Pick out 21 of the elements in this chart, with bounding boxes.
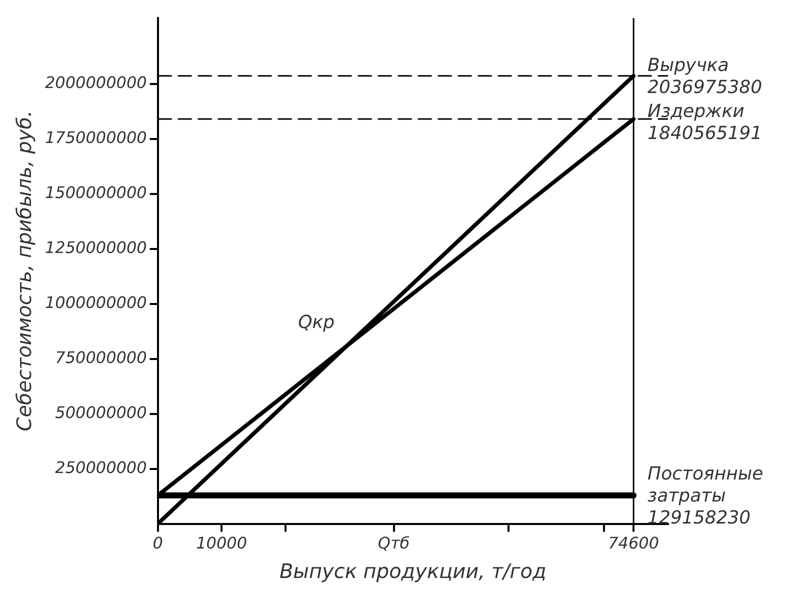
y-tick-label: 1000000000 xyxy=(45,293,147,312)
x-axis-title: Выпуск продукции, т/год xyxy=(279,559,546,584)
x-tick-label: 10000 xyxy=(196,534,248,553)
y-tick-label: 1750000000 xyxy=(45,128,147,148)
y-axis-title: Себестоимость, прибыль, руб. xyxy=(12,110,36,432)
series-label: Постоянные затраты xyxy=(648,463,764,506)
x-tick-label: Qтб xyxy=(378,534,410,553)
x-tick-label: 74600 xyxy=(608,534,660,553)
annotation: Qкр xyxy=(298,312,335,333)
y-tick-label: 750000000 xyxy=(55,348,147,368)
y-tick-label: 1500000000 xyxy=(45,183,147,202)
data-label: 1840565191 xyxy=(648,122,762,144)
series-label: Издержки xyxy=(648,100,745,122)
y-tick-label: 250000000 xyxy=(55,458,147,477)
y-tick-label: 500000000 xyxy=(55,403,147,422)
data-label: 2036975380 xyxy=(648,76,762,98)
y-tick-label: 2000000000 xyxy=(45,73,147,92)
x-tick-label: 0 xyxy=(152,534,163,553)
series-label: Выручка xyxy=(648,54,729,76)
data-label: 129158230 xyxy=(648,507,751,528)
y-tick-label: 1250000000 xyxy=(45,238,147,258)
